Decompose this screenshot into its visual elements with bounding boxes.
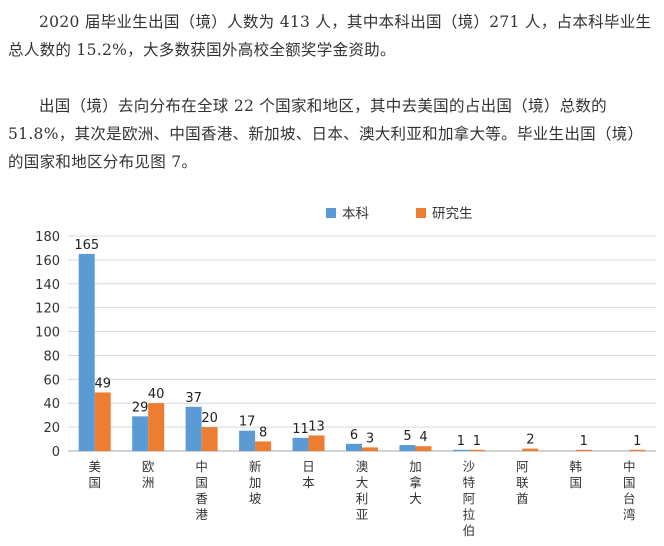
bar-undergrad [239, 430, 256, 451]
bar-graduate [468, 449, 485, 451]
legend-label-graduate: 研究生 [432, 206, 473, 222]
bar-undergrad [132, 416, 149, 451]
y-tick-label: 120 [35, 302, 60, 317]
data-label: 1 [457, 434, 465, 449]
y-tick-label: 100 [35, 326, 60, 341]
bar-graduate [94, 392, 111, 451]
y-tick-label: 0 [52, 445, 60, 460]
x-category-label: 美国 [88, 459, 101, 490]
x-category-label: 欧洲 [142, 459, 155, 490]
y-tick-label: 140 [35, 278, 60, 293]
x-category-label: 中国香港 [195, 459, 208, 522]
data-label: 20 [201, 411, 218, 426]
x-category-label: 阿联酋 [516, 459, 529, 506]
x-category-label: 新加坡 [249, 459, 262, 506]
y-tick-label: 160 [35, 254, 60, 269]
x-category-label: 日本 [302, 459, 315, 490]
x-category-label: 沙特阿拉伯 [463, 459, 476, 538]
bar-graduate [415, 446, 432, 451]
data-label: 49 [94, 376, 111, 391]
data-label: 1 [580, 434, 588, 449]
bar-graduate [522, 448, 539, 451]
x-category-label: 韩国 [570, 459, 583, 490]
bar-graduate [575, 449, 592, 451]
x-category-label: 加拿大 [409, 459, 422, 506]
y-tick-label: 20 [43, 421, 60, 436]
grid-layer [68, 235, 656, 452]
bar-graduate [629, 449, 646, 451]
destination-chart: 0 20 40 60 80 100 120 140 160 180 165 29 37 17 11 6 5 1 4… [0, 196, 664, 542]
data-label: 4 [419, 430, 427, 445]
x-axis-categories: 美国 欧洲 中国香港 新加坡 日本 澳大利亚 加拿大 沙特阿拉伯 阿联酋 韩国 中国台湾 [88, 459, 635, 538]
y-axis: 0 20 40 60 80 100 120 140 160 180 [35, 230, 60, 460]
data-label: 29 [132, 400, 149, 415]
bar-undergrad [292, 437, 309, 451]
data-label: 165 [74, 238, 99, 253]
bars-layer [78, 253, 646, 451]
legend: 本科 研究生 [326, 206, 473, 222]
bar-graduate [201, 427, 218, 451]
data-label: 1 [633, 434, 641, 449]
x-category-label: 澳大利亚 [356, 459, 369, 522]
bar-undergrad [78, 253, 95, 451]
data-label: 40 [148, 387, 165, 402]
data-label: 1 [473, 434, 481, 449]
bar-graduate [362, 447, 378, 451]
data-label: 11 [292, 422, 309, 437]
bar-undergrad [399, 445, 416, 451]
bar-graduate [255, 441, 272, 451]
article-paragraph-2: 出国（境）去向分布在全球 22 个国家和地区，其中去美国的占出国（境）总数的 5… [8, 97, 644, 171]
bar-undergrad [346, 443, 362, 451]
data-label: 3 [366, 431, 374, 446]
bar-undergrad [185, 406, 202, 451]
data-label: 2 [526, 433, 534, 448]
data-label: 6 [350, 428, 358, 443]
bar-graduate [148, 403, 165, 451]
y-tick-label: 40 [43, 397, 60, 412]
x-category-label: 中国台湾 [623, 459, 636, 522]
legend-label-undergrad: 本科 [342, 206, 369, 222]
y-tick-label: 80 [43, 349, 60, 364]
legend-swatch-undergrad [326, 208, 336, 218]
data-label: 13 [308, 419, 325, 434]
data-label: 5 [403, 429, 411, 444]
data-label: 17 [239, 415, 256, 430]
data-label: 8 [259, 425, 267, 440]
bar-undergrad [452, 449, 469, 451]
article-paragraph-1: 2020 届毕业生出国（境）人数为 413 人，其中本科出国（境）271 人，占… [8, 13, 652, 59]
y-tick-label: 180 [35, 230, 60, 245]
y-tick-label: 60 [43, 373, 60, 388]
legend-swatch-graduate [416, 208, 426, 218]
data-label: 37 [185, 391, 202, 406]
bar-graduate [308, 435, 325, 451]
